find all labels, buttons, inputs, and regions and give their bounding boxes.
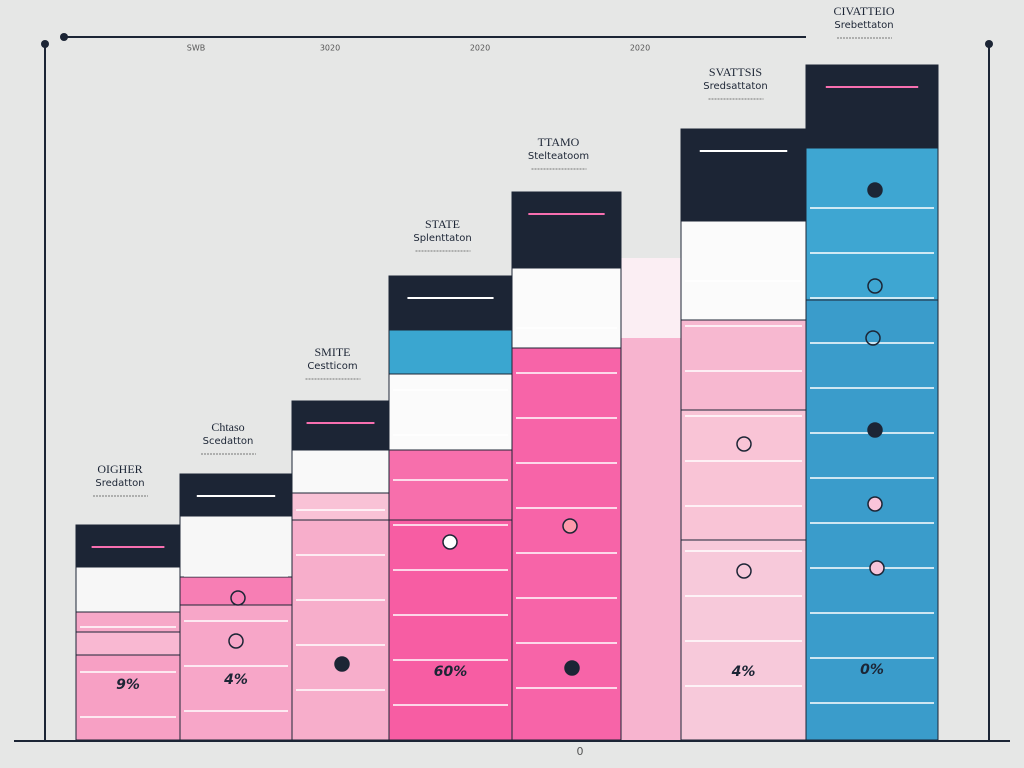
column-percent: 4% [223, 672, 248, 688]
column-segment [621, 258, 681, 740]
dot [442, 534, 458, 550]
column-title: STATE [425, 217, 460, 231]
column-segment [75, 654, 181, 741]
dot [564, 660, 580, 676]
column-segment [75, 611, 181, 633]
column-segment [75, 566, 181, 613]
dot [736, 563, 752, 579]
top-label: 2020 [470, 44, 490, 53]
column-segment [388, 275, 513, 331]
column-segment [511, 267, 622, 349]
bottom-label: 0 [577, 745, 584, 758]
dot [869, 560, 885, 576]
dot [230, 590, 246, 606]
column-segment [621, 258, 681, 338]
dot [867, 422, 883, 438]
column-percent: 4% [731, 664, 756, 680]
column-segment [805, 64, 939, 149]
column-segment [75, 631, 181, 656]
dot [562, 518, 578, 534]
column-segment [388, 449, 513, 521]
column-segment [291, 519, 390, 741]
dot [736, 436, 752, 452]
column-percent: 60% [434, 664, 468, 680]
column-segment [680, 128, 807, 222]
column-segment [680, 539, 807, 741]
columns: OIGHER Sredatton 9% Chtaso Scedatton 4% SMITE C… [75, 4, 939, 741]
column-segment [511, 191, 622, 269]
column-subtitle: Sredatton [95, 478, 144, 489]
column-segment [805, 147, 939, 301]
column-segment [179, 515, 293, 578]
column-segment [291, 492, 390, 521]
axis-dot [41, 40, 49, 48]
axis-dot [985, 40, 993, 48]
column-subtitle: Cestticom [307, 361, 357, 372]
column-segment [388, 329, 513, 375]
column-segment [680, 220, 807, 321]
column-title: TTAMO [538, 135, 580, 149]
column-title: OIGHER [97, 462, 142, 476]
column-segment [680, 319, 807, 411]
column-segment [388, 373, 513, 451]
column-segment [511, 347, 622, 741]
column-segment [805, 299, 939, 741]
top-label: SWB [187, 44, 205, 53]
dot [334, 656, 350, 672]
column-percent: 0% [860, 662, 884, 678]
dot [865, 330, 881, 346]
column-segment [388, 519, 513, 741]
dot [867, 496, 883, 512]
dot [867, 278, 883, 294]
axis-dot [60, 33, 68, 41]
top-label: 3020 [320, 44, 340, 53]
column-title: SVATTSIS [709, 65, 762, 79]
column-percent: 9% [116, 677, 140, 693]
dot [867, 182, 883, 198]
column-title: SMITE [315, 345, 351, 359]
column-title: Chtaso [211, 420, 244, 434]
column-subtitle: Scedatton [203, 436, 254, 447]
column-segment [291, 449, 390, 494]
column-segment [291, 400, 390, 451]
column-subtitle: Splenttaton [413, 233, 471, 244]
dot [228, 633, 244, 649]
column-title: CIVATTEIO [833, 4, 894, 18]
column-subtitle: Srebettaton [834, 20, 893, 31]
column-subtitle: Sredsattaton [703, 81, 767, 92]
top-label: 2020 [630, 44, 650, 53]
column-segment [680, 409, 807, 541]
column-subtitle: Stelteatoom [528, 151, 589, 162]
